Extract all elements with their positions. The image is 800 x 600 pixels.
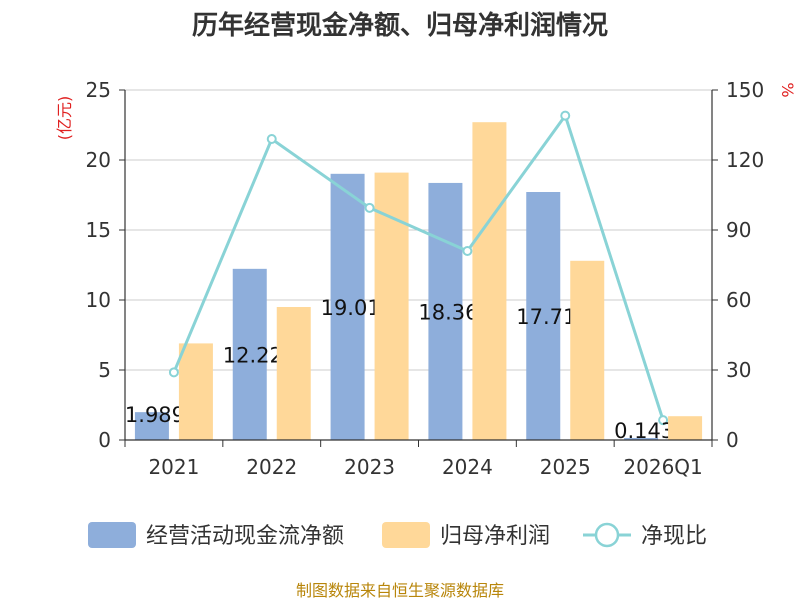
data-labels: 1.989 12.226 19.013 18.362 17.714 0.143	[125, 296, 674, 443]
data-label-cash-flow: 12.226	[223, 343, 296, 367]
legend-cash-flow-swatch	[88, 522, 136, 548]
y-right-tick-label: 120	[726, 148, 764, 172]
bar-net-profit	[668, 416, 703, 440]
legend-cash-flow-label: 经营活动现金流净额	[146, 524, 344, 549]
y-right-tick-label: 150	[726, 78, 764, 102]
data-label-cash-flow: 17.714	[516, 305, 589, 329]
y-left-unit: (亿元)	[55, 96, 74, 141]
bar-cash-flow	[624, 437, 659, 440]
y-right-tick-label: 30	[726, 358, 751, 382]
x-tick-label: 2024	[442, 455, 493, 479]
legend: 经营活动现金流净额 归母净利润 净现比	[88, 522, 707, 549]
y-right-unit: %	[778, 82, 797, 97]
bar-net-profit	[276, 307, 311, 440]
x-tick-label: 2021	[148, 455, 199, 479]
data-label-cash-flow: 1.989	[125, 403, 185, 427]
y-left-tick-label: 20	[86, 148, 111, 172]
y-right-tick-label: 0	[726, 428, 739, 452]
line-series	[168, 110, 669, 426]
y-right-tick-label: 90	[726, 218, 751, 242]
line-point	[658, 415, 669, 426]
line-point	[266, 134, 277, 144]
data-label-cash-flow: 19.013	[321, 296, 394, 320]
y-left-tick-label: 5	[98, 358, 111, 382]
x-tick-label: 2026Q1	[623, 455, 702, 479]
line-point	[560, 110, 571, 121]
bar-net-profit	[178, 343, 213, 440]
bar-net-profit	[472, 122, 507, 440]
bars	[134, 122, 703, 440]
line-point	[462, 246, 473, 256]
y-left-tick-label: 15	[86, 218, 111, 242]
legend-net-cash-ratio-label: 净现比	[641, 524, 707, 549]
line-point	[168, 367, 179, 378]
bar-cash-flow	[428, 182, 463, 440]
x-tick-label: 2025	[540, 455, 591, 479]
x-tick-label: 2023	[344, 455, 395, 479]
legend-net-profit-label: 归母净利润	[440, 524, 550, 549]
bar-net-profit	[570, 260, 605, 440]
y-left-tick-label: 25	[86, 78, 111, 102]
y-right-tick-label: 60	[726, 288, 751, 312]
data-label-cash-flow: 18.362	[418, 300, 491, 324]
x-tick-label: 2022	[246, 455, 297, 479]
chart-title: 历年经营现金净额、归母净利润情况	[192, 10, 608, 41]
y-left-tick-label: 0	[98, 428, 111, 452]
line-point	[364, 202, 375, 213]
bar-cash-flow	[134, 412, 169, 440]
source-note: 制图数据来自恒生聚源数据库	[296, 581, 504, 600]
bar-cash-flow	[526, 192, 561, 440]
line-net-cash-ratio	[172, 112, 665, 421]
bar-cash-flow	[330, 173, 365, 440]
legend-net-profit-swatch	[382, 522, 430, 548]
bar-cash-flow	[232, 268, 267, 440]
data-label-cash-flow: 0.143	[614, 419, 674, 443]
y-left-tick-label: 10	[86, 288, 111, 312]
legend-net-cash-ratio-swatch-marker	[594, 522, 620, 548]
